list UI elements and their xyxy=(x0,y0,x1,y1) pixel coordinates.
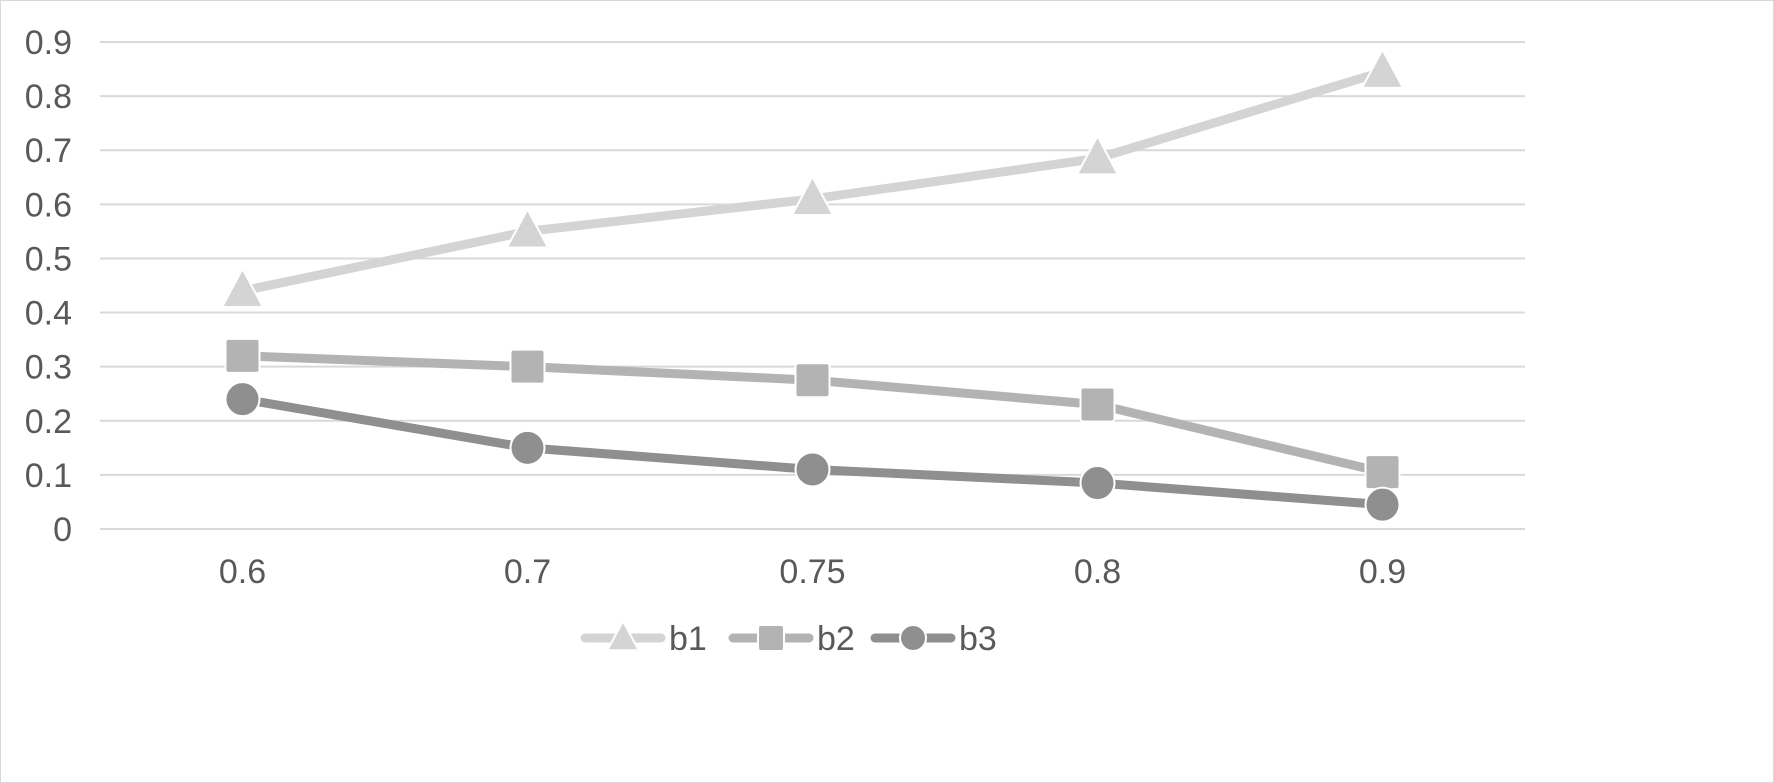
y-tick-label: 0 xyxy=(53,511,72,549)
data-point-b1 xyxy=(1360,47,1405,89)
x-tick-label: 0.7 xyxy=(504,553,551,591)
data-point-b1 xyxy=(790,174,835,216)
x-axis-ticks: 0.6 0.7 0.75 0.8 0.9 xyxy=(219,553,1406,591)
data-point-b1 xyxy=(220,266,265,308)
legend-swatch-marker xyxy=(757,624,785,652)
y-axis-ticks: 0 0.1 0.2 0.3 0.4 0.5 0.6 0.7 0.8 0.9 xyxy=(25,24,72,549)
y-tick-label: 0.8 xyxy=(25,78,72,116)
series-b1 xyxy=(220,47,1405,308)
data-point-b2 xyxy=(1364,454,1401,491)
legend-label: b2 xyxy=(817,620,855,658)
data-point-b2 xyxy=(794,362,831,399)
data-point-b2 xyxy=(1079,386,1116,423)
series-group xyxy=(220,47,1405,523)
y-tick-label: 0.4 xyxy=(25,295,72,333)
data-point-b2 xyxy=(509,348,546,385)
data-point-b3 xyxy=(1364,486,1401,523)
y-tick-label: 0.2 xyxy=(25,403,72,441)
y-tick-label: 0.5 xyxy=(25,240,72,278)
y-tick-label: 0.9 xyxy=(25,24,72,62)
series-b3 xyxy=(224,381,1401,523)
data-point-b1 xyxy=(1075,134,1120,176)
legend-item-b1: b1 xyxy=(580,618,707,658)
x-tick-label: 0.8 xyxy=(1074,553,1121,591)
x-tick-label: 0.75 xyxy=(779,553,845,591)
legend-swatch-marker xyxy=(899,624,927,652)
legend-item-b2: b2 xyxy=(728,620,855,658)
y-tick-label: 0.7 xyxy=(25,132,72,170)
data-point-b3 xyxy=(509,429,546,466)
gridlines xyxy=(100,41,1525,530)
legend-label: b1 xyxy=(669,620,707,658)
data-point-b2 xyxy=(224,337,261,374)
legend-item-b3: b3 xyxy=(870,620,997,658)
data-point-b3 xyxy=(1079,465,1116,502)
data-point-b3 xyxy=(794,451,831,488)
y-tick-label: 0.3 xyxy=(25,349,72,387)
x-tick-label: 0.6 xyxy=(219,553,266,591)
y-tick-label: 0.1 xyxy=(25,457,72,495)
legend: b1 b2 b3 xyxy=(580,618,997,658)
legend-label: b3 xyxy=(959,620,997,658)
y-tick-label: 0.6 xyxy=(25,186,72,224)
data-point-b1 xyxy=(505,207,550,249)
data-point-b3 xyxy=(224,381,261,418)
series-b2 xyxy=(224,337,1401,491)
legend-swatch-marker xyxy=(605,618,641,652)
x-tick-label: 0.9 xyxy=(1359,553,1406,591)
